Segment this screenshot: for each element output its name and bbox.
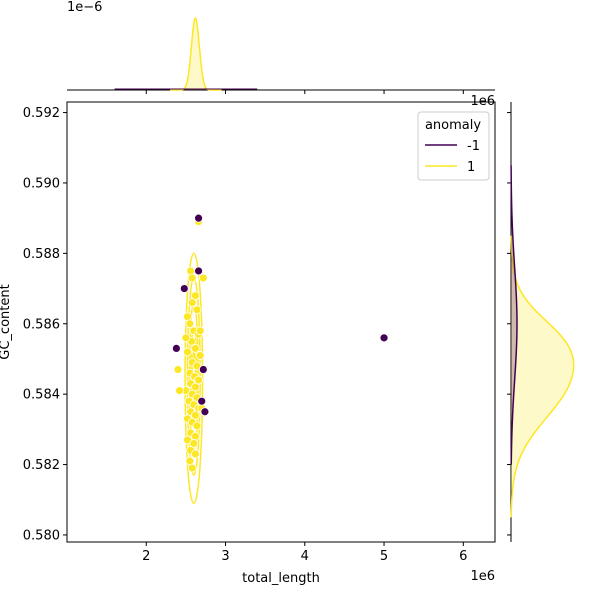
top-marginal-kde-fill — [170, 18, 222, 90]
right-marginal-kde-line — [510, 235, 575, 518]
scatter-point — [194, 266, 203, 276]
top-marginal-kde-line — [170, 16, 222, 91]
scatter-point — [186, 266, 196, 276]
x-tick-label: 4 — [301, 549, 309, 564]
top-marginal-kde — [67, 16, 495, 94]
main-scatter-plot: 2 3 4 5 6 0.580 0.582 0.584 0.586 0.588 0.590 0.59… — [23, 101, 496, 564]
y-tick-label: 0.588 — [23, 247, 60, 262]
scatter-point — [179, 284, 189, 293]
scatter-point — [173, 365, 183, 374]
legend-frame — [417, 111, 490, 181]
scatter-point — [195, 351, 205, 360]
scatter-point — [192, 305, 202, 315]
right-marginal-kde — [507, 102, 575, 542]
scatter-point — [187, 463, 197, 473]
scatter-point — [192, 421, 202, 431]
scatter-point — [181, 333, 191, 343]
scatter-point — [195, 326, 205, 336]
scatter-point — [171, 343, 181, 353]
y-tick-label: 0.586 — [23, 317, 60, 332]
y-axis-ticks: 0.580 0.582 0.584 0.586 0.588 0.590 0.592 — [23, 106, 67, 543]
legend-label-pos1: 1 — [467, 160, 475, 175]
x-tick-label: 3 — [221, 549, 229, 564]
legend: anomaly -1 1 — [417, 111, 490, 181]
scatter-points — [171, 213, 389, 473]
y-tick-label: 0.590 — [23, 176, 60, 191]
legend-title: anomaly — [425, 118, 481, 133]
scatter-point — [190, 449, 200, 459]
top-marginal-offset-label: 1e−6 — [67, 0, 102, 15]
scatter-point — [190, 431, 200, 441]
scatter-point — [198, 365, 208, 374]
x-offset-label: 1e6 — [470, 569, 495, 584]
x-tick-label: 6 — [459, 549, 467, 564]
scatter-point — [194, 213, 203, 223]
scatter-point — [190, 343, 200, 353]
scatter-point — [379, 333, 389, 343]
scatter-point — [198, 273, 208, 283]
scatter-point — [187, 273, 197, 283]
scatter-point — [200, 407, 210, 417]
y-tick-label: 0.584 — [23, 388, 60, 403]
y-tick-label: 0.582 — [23, 458, 60, 473]
legend-label-neg1: -1 — [467, 139, 480, 154]
scatter-point — [185, 319, 195, 329]
x-axis-ticks: 2 3 4 5 6 — [142, 542, 467, 564]
main-axes-frame — [66, 101, 496, 543]
right-marginal-offset-label: 1e6 — [470, 94, 495, 109]
y-tick-label: 0.580 — [23, 528, 60, 543]
y-tick-label: 0.592 — [23, 106, 60, 121]
scatter-point — [197, 396, 207, 406]
scatter-point — [187, 298, 197, 308]
x-tick-label: 2 — [142, 549, 150, 564]
x-axis-label: total_length — [242, 571, 320, 586]
x-tick-label: 5 — [380, 549, 388, 564]
y-axis-label: GC_content — [0, 284, 13, 359]
scatter-point — [175, 386, 184, 396]
scatter-point — [183, 347, 192, 357]
right-marginal-kde-fill — [511, 235, 574, 518]
right-marginal-kde-anomaly-line — [510, 165, 518, 465]
